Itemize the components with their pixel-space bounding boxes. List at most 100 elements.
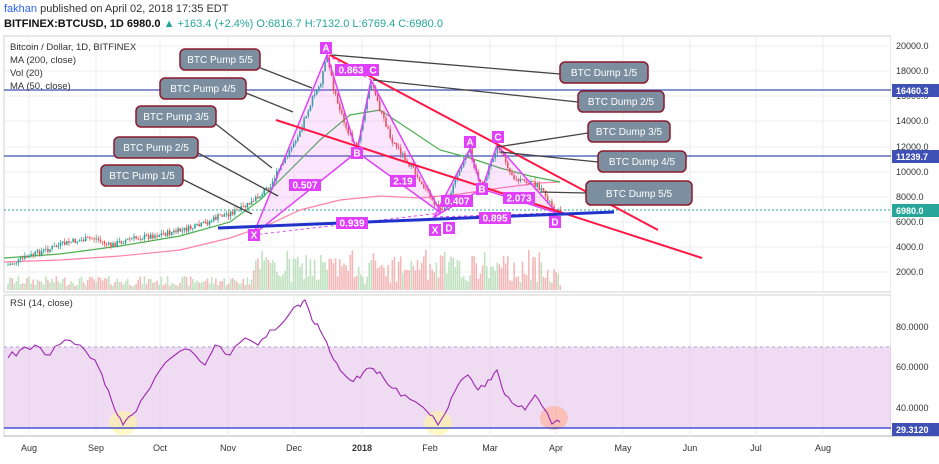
volume-bar-123 — [265, 257, 268, 290]
volume-bar-174 — [372, 253, 375, 290]
volume-bar-58 — [129, 284, 131, 290]
price-pane[interactable] — [3, 35, 892, 293]
callout-btc-pump-2[interactable]: BTC Pump 2/5 — [113, 136, 199, 159]
label-B1[interactable]: B — [351, 147, 363, 160]
ratio-0895[interactable]: 0.895 — [479, 212, 511, 225]
legend-ma200[interactable]: MA (200, close) — [10, 55, 76, 66]
candle-body-76 — [166, 230, 169, 236]
chart-header: fakhan published on April 02, 2018 17:35… — [0, 0, 939, 34]
candle-body-126 — [271, 181, 274, 188]
svg-text:A: A — [322, 44, 329, 55]
volume-bar-120 — [259, 268, 261, 290]
svg-text:40.0000: 40.0000 — [896, 403, 929, 413]
price-chart[interactable]: A C B X D A C B X D 0.863 0.507 2.19 0.9… — [0, 34, 939, 464]
volume-bar-3 — [13, 283, 16, 290]
rsi-oversold-marker-1 — [109, 411, 137, 435]
volume-bar-124 — [267, 259, 270, 290]
callout-btc-dump-5[interactable]: BTC Dump 5/5 — [585, 180, 693, 206]
label-A1[interactable]: A — [320, 42, 332, 55]
callout-btc-dump-3[interactable]: BTC Dump 3/5 — [587, 120, 671, 143]
legend-vol[interactable]: Vol (20) — [10, 68, 43, 79]
ratio-219[interactable]: 2.19 — [390, 175, 416, 188]
volume-bar-77 — [168, 285, 171, 290]
label-D1[interactable]: D — [443, 222, 455, 235]
candle-body-50 — [112, 243, 114, 247]
callout-btc-pump-5[interactable]: BTC Pump 5/5 — [179, 48, 261, 71]
downtrend-line-lower[interactable] — [275, 119, 703, 259]
candle-body-205 — [437, 204, 440, 208]
ratio-0939[interactable]: 0.939 — [336, 217, 368, 230]
volume-bar-184 — [393, 257, 396, 290]
candle-body-245 — [521, 178, 524, 180]
harmonic-pattern-1-left[interactable] — [251, 52, 358, 238]
svg-text:Oct: Oct — [153, 443, 168, 453]
ohlc-values: O:6816.7 H:7132.0 L:6769.4 C:6980.0 — [256, 18, 443, 30]
label-X2[interactable]: X — [429, 224, 441, 237]
candle-body-259 — [551, 201, 553, 207]
volume-bar-89 — [194, 282, 196, 290]
callout-btc-pump-3[interactable]: BTC Pump 3/5 — [135, 105, 217, 128]
candle-body-207 — [441, 209, 444, 211]
callout-btc-dump-1[interactable]: BTC Dump 1/5 — [559, 61, 649, 84]
candle-body-127 — [273, 178, 276, 182]
label-B2[interactable]: B — [476, 183, 488, 196]
legend-ma50[interactable]: MA (50, close) — [10, 81, 71, 92]
callout-btc-pump-1[interactable]: BTC Pump 1/5 — [100, 164, 184, 187]
volume-bar-248 — [528, 250, 530, 290]
candle-body-119 — [257, 196, 259, 199]
volume-bar-36 — [82, 282, 85, 290]
ratio-0863[interactable]: 0.863 — [335, 64, 367, 77]
callout-btc-dump-4[interactable]: BTC Dump 4/5 — [597, 150, 687, 173]
ratio-0507[interactable]: 0.507 — [289, 179, 321, 192]
candle-body-195 — [416, 174, 419, 177]
candle-body-57 — [126, 238, 129, 240]
svg-text:0.407: 0.407 — [444, 197, 469, 208]
candle-body-197 — [420, 181, 423, 185]
volume-bar-6 — [19, 284, 22, 290]
volume-bar-164 — [351, 250, 354, 290]
volume-bar-84 — [183, 276, 186, 290]
volume-bar-44 — [99, 277, 102, 290]
volume-bar-147 — [315, 279, 318, 290]
ratio-0407[interactable]: 0.407 — [441, 195, 473, 208]
label-X1[interactable]: X — [248, 229, 260, 242]
support-trendline[interactable] — [217, 210, 615, 230]
rsi-line — [7, 299, 561, 427]
volume-bar-9 — [26, 278, 28, 290]
candle-body-139 — [299, 131, 301, 137]
rsi-oversold-marker-2 — [424, 411, 452, 435]
label-C1[interactable]: C — [367, 64, 379, 77]
label-A2[interactable]: A — [464, 136, 476, 149]
label-D2[interactable]: D — [549, 216, 561, 229]
volume-bar-86 — [187, 285, 190, 290]
candle-body-4 — [15, 262, 18, 264]
candle-body-102 — [221, 215, 223, 217]
volume-bar-172 — [368, 262, 370, 290]
callout-btc-pump-4[interactable]: BTC Pump 4/5 — [159, 77, 247, 100]
ratio-2073[interactable]: 2.073 — [503, 192, 535, 205]
author-link[interactable]: fakhan — [4, 3, 38, 15]
volume-bar-23 — [55, 276, 58, 290]
candle-body-199 — [425, 187, 427, 189]
candle-body-88 — [192, 228, 194, 230]
candle-body-177 — [378, 100, 381, 112]
volume-bar-64 — [141, 283, 144, 290]
volume-bar-118 — [255, 260, 257, 290]
pattern-labels: A C B X D A C B X D 0.863 0.507 2.19 0.9… — [248, 42, 561, 242]
volume-bar-181 — [387, 264, 389, 290]
label-C2[interactable]: C — [492, 131, 504, 144]
svg-text:BTC Pump 2/5: BTC Pump 2/5 — [123, 143, 189, 154]
candle-body-208 — [444, 207, 446, 210]
price-scale[interactable] — [891, 36, 939, 436]
symbol-label: BITFINEX:BTCUSD, 1D — [4, 18, 124, 30]
volume-bar-238 — [507, 256, 509, 290]
candle-body-198 — [423, 184, 425, 188]
volume-bar-117 — [252, 270, 255, 290]
volume-bar-161 — [345, 265, 347, 290]
candle-body-159 — [341, 110, 343, 114]
volume-bar-206 — [439, 255, 442, 290]
volume-bar-154 — [330, 258, 333, 290]
candle-body-172 — [368, 90, 370, 99]
candle-body-206 — [439, 207, 442, 210]
callout-btc-dump-2[interactable]: BTC Dump 2/5 — [577, 90, 665, 113]
